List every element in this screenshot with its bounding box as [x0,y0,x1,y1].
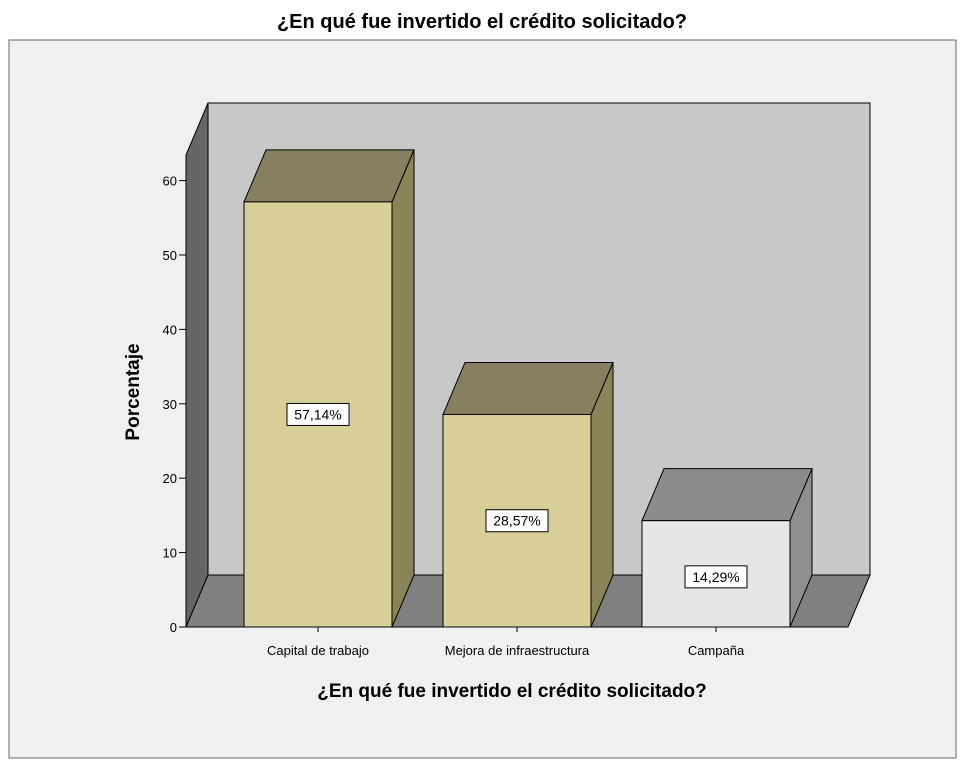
data-label: 57,14% [294,406,341,422]
y-axis-title: Porcentaje [123,343,144,440]
chart-title: ¿En qué fue invertido el crédito solicit… [277,11,687,33]
bar-group: 57,14% [243,149,415,628]
y-tick-label: 50 [163,248,177,263]
y-tick-label: 0 [170,620,177,635]
x-axis-title: ¿En qué fue invertido el crédito solicit… [317,681,707,702]
data-label-box [485,509,549,533]
y-tick-label: 40 [163,322,177,337]
x-axis: Capital de trabajo Mejora de infraestruct… [179,626,848,658]
data-label: 14,29% [692,569,739,585]
bar-top [243,149,415,203]
x-tick-label: Campaña [688,643,745,658]
y-tick-label: 10 [163,546,177,561]
x-tick-label: Mejora de infraestructura [445,643,590,658]
bar-top [641,468,813,522]
bar-group: 28,57% [442,361,614,628]
y-tick-label: 20 [163,471,177,486]
bar-group: 14,29% [641,468,813,628]
y-tick-label: 60 [163,174,177,189]
bars: 57,14% 28,57% 14,29% [243,149,813,628]
data-label-box [684,565,748,589]
data-label: 28,57% [493,513,540,529]
side-wall [185,102,209,628]
x-tick-label: Capital de trabajo [267,643,369,658]
bar-side [391,149,415,628]
y-tick-label: 30 [163,397,177,412]
data-label-box [286,402,350,426]
bar-top [442,361,614,415]
